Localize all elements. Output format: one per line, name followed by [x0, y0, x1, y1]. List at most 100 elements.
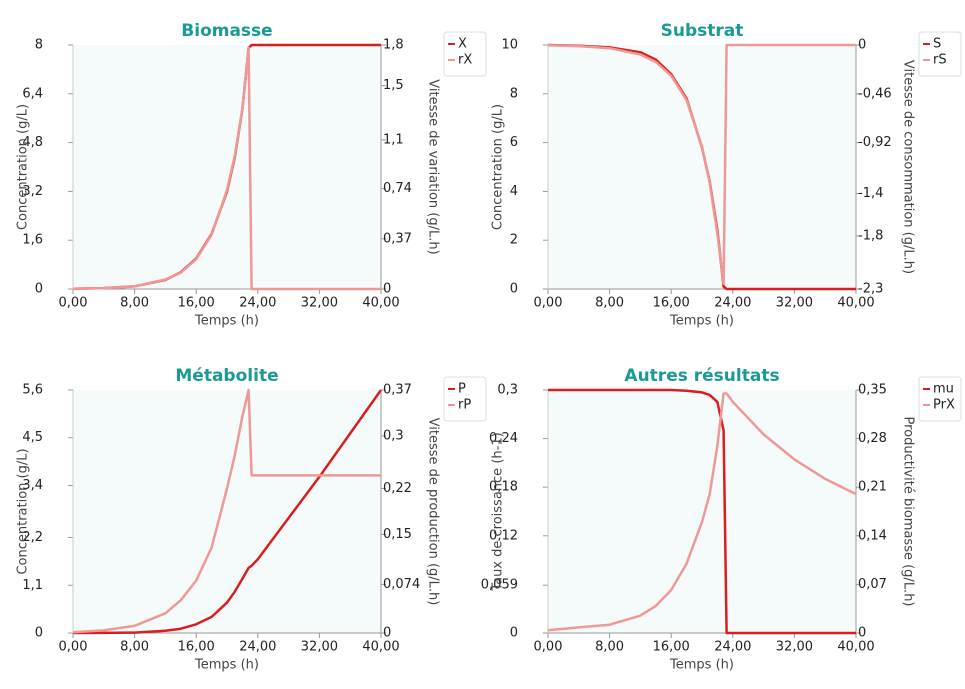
x-tick-label: 32,00 — [776, 296, 813, 311]
x-tick-label: 8,00 — [595, 640, 624, 655]
y2-tick-label: 0,07 — [858, 577, 887, 592]
x-tick-label: 16,00 — [653, 640, 690, 655]
legend-label: rP — [458, 398, 471, 413]
legend-label: rX — [458, 53, 472, 68]
x-tick-label: 24,00 — [239, 296, 276, 311]
chart-title: Biomasse — [181, 21, 272, 41]
y-tick-label: 0,24 — [489, 431, 518, 446]
y2-tick-label: 0,74 — [383, 181, 412, 196]
y2-tick-label: 1,5 — [383, 78, 404, 93]
y2-tick-label: 0,37 — [383, 231, 412, 246]
y-tick-label: 0 — [510, 282, 518, 297]
chart-title: Métabolite — [175, 366, 278, 386]
y-axis-label: Concentration (g/L) — [16, 448, 31, 574]
x-tick-label: 0,00 — [59, 296, 88, 311]
y2-tick-label: 0 — [383, 282, 391, 297]
x-axis-label: Temps (h) — [669, 314, 734, 329]
y2-tick-label: 0,074 — [383, 577, 420, 592]
y2-tick-label: -1,8 — [858, 228, 883, 243]
y2-tick-label: 0,35 — [858, 383, 887, 398]
legend-label: mu — [933, 382, 954, 397]
x-tick-label: 32,00 — [301, 296, 338, 311]
y2-tick-label: 0 — [383, 626, 391, 641]
x-tick-label: 40,00 — [362, 640, 399, 655]
y2-tick-label: -2,3 — [858, 282, 883, 297]
y-tick-label: 4 — [510, 184, 518, 199]
y-axis-label: Concentration (g/L) — [491, 104, 506, 230]
x-axis-label: Temps (h) — [194, 658, 259, 673]
x-tick-label: 0,00 — [534, 296, 563, 311]
x-tick-label: 16,00 — [653, 296, 690, 311]
x-tick-label: 40,00 — [362, 296, 399, 311]
y-tick-label: 4,5 — [22, 430, 43, 445]
y-tick-label: 10 — [501, 38, 518, 53]
y-tick-label: 2,2 — [22, 530, 43, 545]
y2-tick-label: 0,37 — [383, 383, 412, 398]
x-tick-label: 8,00 — [120, 640, 149, 655]
x-tick-label: 24,00 — [714, 640, 751, 655]
y-tick-label: 1,1 — [22, 578, 43, 593]
y-axis-label: Taux de croissance (h-1) — [491, 432, 506, 591]
x-tick-label: 40,00 — [837, 640, 874, 655]
data-line — [72, 389, 383, 635]
x-tick-label: 24,00 — [714, 296, 751, 311]
plot-area — [73, 390, 381, 633]
y2-tick-label: -1,4 — [858, 186, 883, 201]
data-line — [547, 43, 856, 285]
data-line — [547, 392, 857, 632]
plot-area — [548, 45, 856, 289]
legend-label: P — [458, 382, 466, 397]
y2-tick-label: 0,14 — [858, 528, 887, 543]
x-tick-label: 40,00 — [837, 296, 874, 311]
y-tick-label: 8 — [510, 86, 518, 101]
y2-tick-label: -0,92 — [858, 135, 892, 150]
y-tick-label: 2 — [510, 233, 518, 248]
y2-tick-label: 0,28 — [858, 431, 887, 446]
y-axis-label: Concentration (g/L) — [16, 104, 31, 230]
legend-label: X — [458, 37, 467, 52]
y-tick-label: 6,4 — [22, 86, 43, 101]
chart-title: Substrat — [661, 21, 744, 41]
y2-axis-label: Vitesse de variation (g/L.h) — [426, 79, 441, 254]
y-tick-label: 0 — [35, 282, 43, 297]
y2-tick-label: 0,21 — [858, 480, 887, 495]
y2-tick-label: 1,8 — [383, 38, 404, 53]
y2-axis-label: Productivité biomasse (g/L.h) — [901, 416, 916, 606]
y2-tick-label: -0,46 — [858, 86, 892, 101]
y-tick-label: 0 — [35, 626, 43, 641]
x-tick-label: 8,00 — [120, 296, 149, 311]
y-tick-label: 8 — [35, 38, 43, 53]
x-axis-label: Temps (h) — [194, 314, 259, 329]
x-axis-label: Temps (h) — [669, 658, 734, 673]
y-tick-label: 4,8 — [22, 135, 43, 150]
y-tick-label: 3,2 — [22, 184, 43, 199]
data-line — [548, 388, 856, 635]
plot-area — [73, 45, 381, 289]
y2-tick-label: 0,15 — [383, 527, 412, 542]
x-tick-label: 0,00 — [59, 640, 88, 655]
x-tick-label: 0,00 — [534, 640, 563, 655]
y-tick-label: 6 — [510, 135, 518, 150]
y-tick-label: 1,6 — [22, 233, 43, 248]
chart-title: Autres résultats — [624, 366, 779, 386]
y-tick-label: 0,18 — [489, 480, 518, 495]
legend-label: rS — [933, 53, 947, 68]
y-tick-label: 0,3 — [497, 383, 518, 398]
y2-axis-label: Vitesse de consommation (g/L.h) — [901, 60, 916, 274]
legend-label: S — [933, 37, 941, 52]
y-tick-label: 0,12 — [489, 528, 518, 543]
y2-tick-label: 0 — [858, 626, 866, 641]
y2-tick-label: 0,22 — [383, 481, 412, 496]
x-tick-label: 24,00 — [239, 640, 276, 655]
plot-area — [548, 390, 856, 633]
y-tick-label: 3,4 — [22, 478, 43, 493]
data-line — [72, 388, 381, 634]
y-tick-label: 5,6 — [22, 383, 43, 398]
x-tick-label: 16,00 — [178, 296, 215, 311]
y2-tick-label: 0 — [858, 38, 866, 53]
y2-tick-label: 1,1 — [383, 132, 404, 147]
legend-label: PrX — [933, 398, 955, 413]
x-tick-label: 32,00 — [776, 640, 813, 655]
y2-tick-label: 0,3 — [383, 428, 404, 443]
